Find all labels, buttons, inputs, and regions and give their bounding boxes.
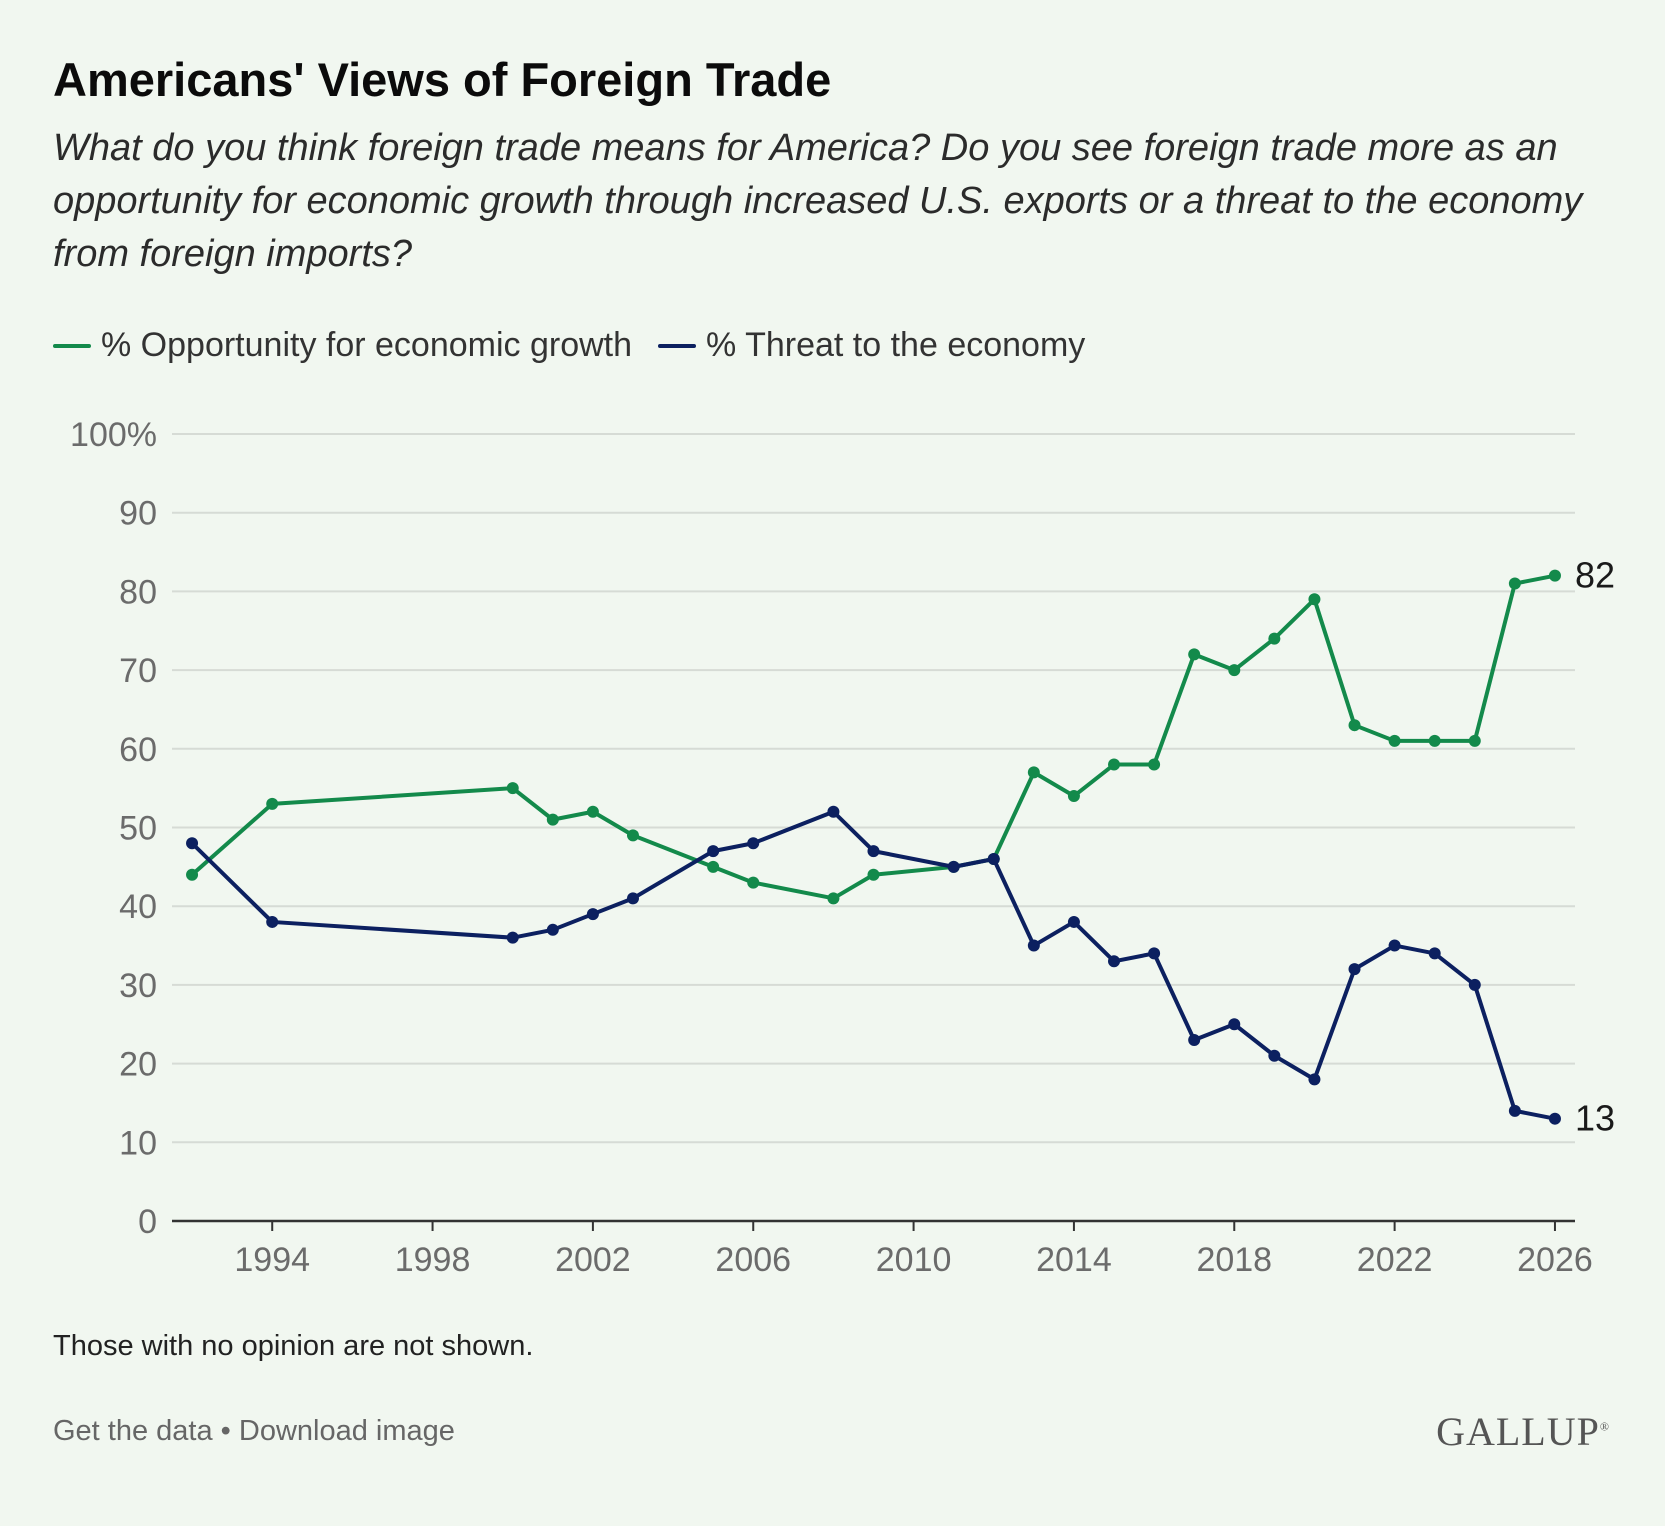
legend-swatch-threat — [658, 343, 697, 348]
x-tick-label: 2022 — [1357, 1241, 1433, 1279]
x-tick-label: 2026 — [1517, 1241, 1593, 1279]
legend-swatch-opportunity — [53, 343, 91, 348]
data-point-threat — [1067, 915, 1080, 928]
data-point-opportunity — [546, 813, 559, 826]
data-point-opportunity — [1268, 632, 1281, 645]
data-point-threat — [707, 845, 720, 858]
gallup-logo: GALLUP® — [1436, 1408, 1610, 1455]
x-tick-label: 2010 — [876, 1241, 952, 1279]
data-point-threat — [1188, 1033, 1201, 1046]
brand-mark: ® — [1599, 1419, 1610, 1434]
data-point-threat — [987, 852, 1000, 865]
y-tick-label: 80 — [119, 573, 157, 611]
series-line-opportunity — [190, 573, 1557, 901]
series-line-threat — [190, 809, 1557, 1121]
data-point-threat — [586, 908, 599, 921]
data-point-opportunity — [266, 797, 279, 810]
data-point-threat — [867, 845, 880, 858]
chart-subtitle: What do you think foreign trade means fo… — [53, 127, 1583, 275]
footer-links: Get the data • Download image — [53, 1415, 455, 1448]
data-point-threat — [1148, 947, 1161, 960]
data-point-opportunity — [707, 860, 720, 873]
y-tick-label: 90 — [119, 495, 157, 533]
y-tick-label: 100% — [70, 416, 157, 454]
y-tick-label: 30 — [119, 967, 157, 1005]
data-point-opportunity — [186, 868, 199, 881]
y-tick-label: 20 — [119, 1046, 157, 1084]
x-tick-label: 2002 — [555, 1241, 631, 1279]
data-point-opportunity — [1148, 758, 1161, 771]
data-point-threat — [1508, 1104, 1521, 1117]
data-point-opportunity — [867, 868, 880, 881]
data-point-threat — [186, 837, 199, 850]
data-point-threat — [506, 931, 519, 944]
x-tick-label: 2006 — [715, 1241, 791, 1279]
x-tick-label: 1994 — [234, 1241, 310, 1279]
end-value-label-threat: 13 — [1575, 1098, 1615, 1139]
data-point-threat — [1468, 978, 1481, 991]
footer-separator: • — [212, 1415, 239, 1447]
y-tick-label: 60 — [119, 731, 157, 769]
data-point-opportunity — [1428, 734, 1441, 747]
chart-note: Those with no opinion are not shown. — [53, 1330, 534, 1362]
data-point-threat — [1228, 1018, 1241, 1031]
legend-label-threat: % Threat to the economy — [706, 326, 1086, 364]
legend: % Opportunity for economic growth % Thre… — [53, 326, 1111, 365]
data-point-opportunity — [1468, 734, 1481, 747]
y-tick-label: 10 — [119, 1124, 157, 1162]
data-point-threat — [1027, 939, 1040, 952]
data-point-threat — [1348, 963, 1361, 976]
chart-title: Americans' Views of Foreign Trade — [53, 53, 832, 106]
data-point-threat — [1428, 947, 1441, 960]
legend-label-opportunity: % Opportunity for economic growth — [101, 326, 633, 364]
data-point-threat — [1388, 939, 1401, 952]
data-point-threat — [1268, 1049, 1281, 1062]
get-data-link[interactable]: Get the data — [53, 1415, 213, 1447]
data-point-opportunity — [1308, 593, 1321, 606]
data-point-opportunity — [626, 829, 639, 842]
data-point-threat — [626, 892, 639, 905]
data-point-opportunity — [1548, 569, 1561, 582]
data-point-threat — [827, 805, 840, 818]
data-point-opportunity — [1027, 766, 1040, 779]
download-image-link[interactable]: Download image — [238, 1415, 455, 1447]
data-point-threat — [546, 923, 559, 936]
data-point-opportunity — [1388, 734, 1401, 747]
data-point-opportunity — [1108, 758, 1121, 771]
y-tick-label: 0 — [138, 1203, 157, 1241]
y-tick-label: 40 — [119, 888, 157, 926]
data-point-threat — [1108, 955, 1121, 968]
data-point-opportunity — [1188, 648, 1201, 661]
y-tick-label: 70 — [119, 652, 157, 690]
data-point-opportunity — [747, 876, 760, 889]
line-chart: 0 10 20 30 40 50 60 70 80 90 100% 1994 1998 2002 2006 2… — [70, 416, 1615, 1279]
data-point-opportunity — [506, 782, 519, 795]
data-point-threat — [947, 860, 960, 873]
data-point-opportunity — [1348, 719, 1361, 732]
data-point-opportunity — [1067, 790, 1080, 803]
x-tick-label: 2014 — [1036, 1241, 1112, 1279]
data-point-opportunity — [586, 805, 599, 818]
end-value-label-opportunity: 82 — [1575, 555, 1615, 596]
x-tick-label: 2018 — [1196, 1241, 1272, 1279]
legend-item-threat: % Threat to the economy — [658, 326, 1085, 365]
data-point-opportunity — [827, 892, 840, 905]
data-point-threat — [1548, 1112, 1561, 1125]
data-point-threat — [1308, 1073, 1321, 1086]
data-point-opportunity — [1508, 577, 1521, 590]
brand-text: GALLUP — [1436, 1409, 1600, 1454]
data-point-opportunity — [1228, 664, 1241, 677]
data-point-threat — [747, 837, 760, 850]
legend-item-opportunity: % Opportunity for economic growth — [53, 326, 632, 365]
data-point-threat — [266, 915, 279, 928]
x-tick-label: 1998 — [395, 1241, 471, 1279]
y-tick-label: 50 — [119, 810, 157, 848]
